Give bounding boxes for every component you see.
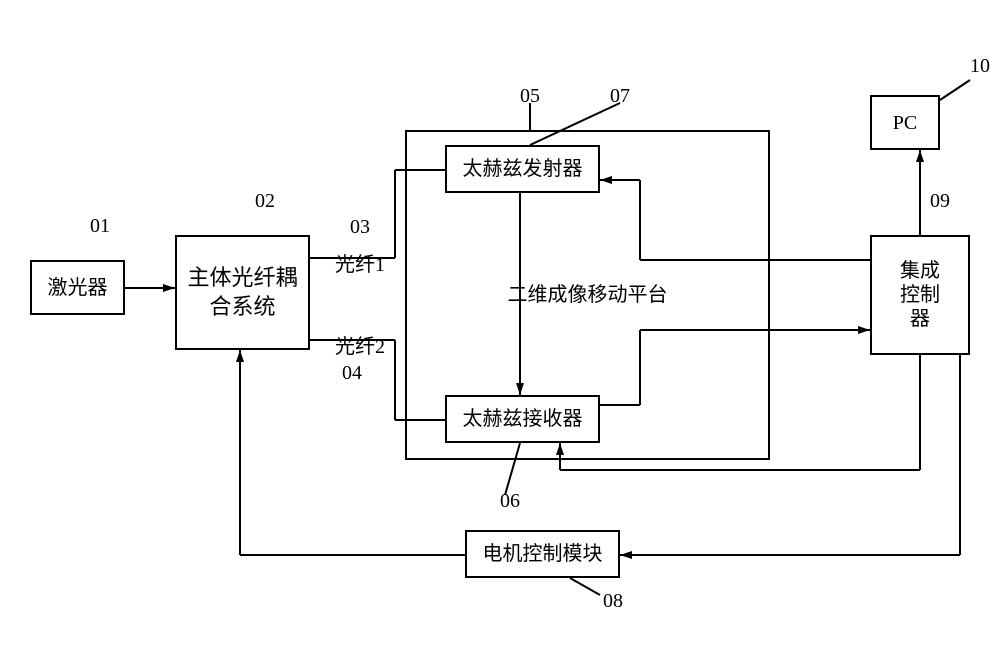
fiber1-label: 光纤1 (335, 248, 385, 277)
node-receiver-label: 太赫兹接收器 (463, 406, 583, 432)
node-emitter-label: 太赫兹发射器 (463, 156, 583, 182)
node-coupler: 主体光纤耦 合系统 (175, 235, 310, 350)
id-07: 07 (610, 85, 630, 108)
node-platform-label: 二维成像移动平台 (407, 282, 768, 308)
id-03: 03 (350, 216, 370, 239)
id-04: 04 (342, 362, 362, 385)
node-emitter: 太赫兹发射器 (445, 145, 600, 193)
fiber2-label: 光纤2 (335, 330, 385, 359)
id-09: 09 (930, 190, 950, 213)
node-motor: 电机控制模块 (465, 530, 620, 578)
id-05: 05 (520, 85, 540, 108)
id-10: 10 (970, 55, 990, 78)
id-02: 02 (255, 190, 275, 213)
node-laser-label: 激光器 (48, 275, 108, 301)
node-motor-label: 电机控制模块 (483, 541, 603, 567)
id-01: 01 (90, 215, 110, 238)
node-receiver: 太赫兹接收器 (445, 395, 600, 443)
node-controller-label: 集成控制器 (900, 259, 940, 331)
node-pc-label: PC (893, 110, 917, 136)
node-controller: 集成控制器 (870, 235, 970, 355)
node-coupler-label: 主体光纤耦 合系统 (187, 264, 297, 321)
node-laser: 激光器 (30, 260, 125, 315)
id-08: 08 (603, 590, 623, 613)
id-06: 06 (500, 490, 520, 513)
node-pc: PC (870, 95, 940, 150)
